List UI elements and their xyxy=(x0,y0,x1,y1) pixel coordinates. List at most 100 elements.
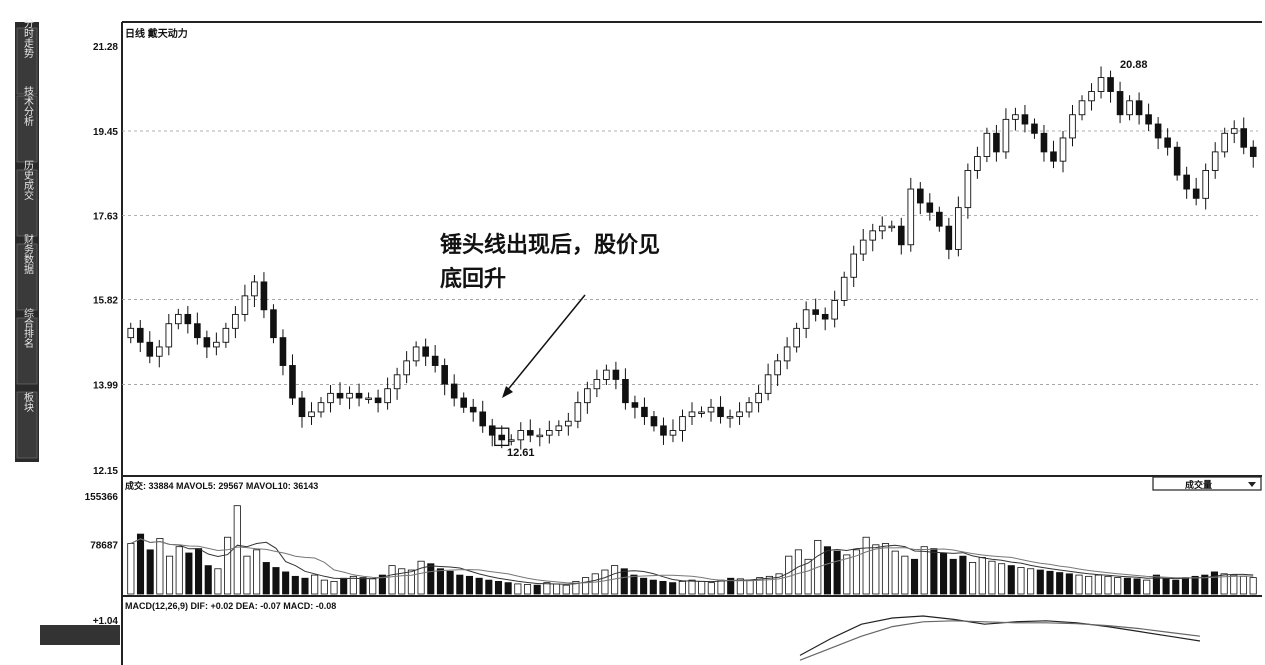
candlestick-series xyxy=(128,66,1256,449)
candle-body-up xyxy=(518,431,524,440)
candle-body-down xyxy=(917,189,923,203)
volume-bar xyxy=(447,571,453,594)
candle-body-up xyxy=(851,254,857,277)
volume-bar xyxy=(437,569,443,594)
candle-body-up xyxy=(756,393,762,402)
candle xyxy=(1184,167,1190,199)
candle xyxy=(318,397,324,417)
candle xyxy=(946,218,952,259)
candle xyxy=(994,125,1000,162)
candle xyxy=(1089,83,1095,110)
candle-body-up xyxy=(860,240,866,254)
volume-bar xyxy=(795,550,801,594)
volume-bar xyxy=(263,562,269,594)
volume-bar xyxy=(1047,571,1053,594)
volume-bar xyxy=(166,556,172,594)
candle-body-up xyxy=(1070,115,1076,138)
candle xyxy=(223,323,229,348)
candle-body-up xyxy=(775,361,781,375)
candle-body-down xyxy=(461,398,467,407)
candle xyxy=(1231,120,1237,143)
candle xyxy=(727,410,733,428)
candle-body-down xyxy=(480,412,486,426)
volume-bar xyxy=(998,564,1004,594)
candle-body-up xyxy=(328,393,334,402)
candle-body-up xyxy=(1060,138,1066,161)
candle xyxy=(822,307,828,330)
candle xyxy=(689,402,695,425)
sidebar-tab-label: 板块 xyxy=(22,391,34,413)
candle-body-up xyxy=(175,314,181,323)
candle-body-up xyxy=(394,375,400,389)
volume-bar xyxy=(960,556,966,594)
volume-bar xyxy=(321,580,327,594)
volume-bar xyxy=(631,575,637,594)
price-tick-label: 13.99 xyxy=(93,381,118,392)
candle xyxy=(680,410,686,442)
candle-body-down xyxy=(1136,101,1142,115)
candle xyxy=(242,285,248,322)
candle xyxy=(984,128,990,162)
volume-bar xyxy=(524,585,530,594)
volume-panel-title: 成交: 33884 MAVOL5: 29567 MAVOL10: 36143 xyxy=(125,480,318,491)
candle xyxy=(860,229,866,261)
volume-selector[interactable]: 成交量 xyxy=(1153,477,1261,490)
candle xyxy=(718,396,724,423)
candle xyxy=(1250,140,1256,167)
volume-bar xyxy=(370,579,376,594)
volume-bar xyxy=(1240,576,1246,594)
volume-tick-label: 78687 xyxy=(90,540,118,551)
volume-bar xyxy=(1182,578,1188,594)
volume-bar xyxy=(882,544,888,594)
volume-bar xyxy=(1115,578,1121,594)
candle-body-down xyxy=(137,328,143,342)
candle xyxy=(166,314,172,355)
candle xyxy=(879,216,885,239)
sidebar-tab[interactable]: 板块 xyxy=(17,391,37,458)
candle-body-up xyxy=(309,412,315,417)
candle-body-up xyxy=(689,412,695,417)
sidebar-tab[interactable]: 财务数据 xyxy=(17,233,37,310)
volume-bar xyxy=(1134,579,1140,594)
candle xyxy=(765,364,771,401)
sidebar-tab-label: 综合排名 xyxy=(22,307,34,349)
price-tick-label: 19.45 xyxy=(93,127,118,138)
volume-bar xyxy=(273,568,279,594)
candle xyxy=(898,218,904,255)
candle xyxy=(604,365,610,385)
volume-bar xyxy=(747,580,753,594)
candle-body-down xyxy=(651,417,657,426)
sidebar-tab[interactable]: 历史成交 xyxy=(17,160,37,236)
volume-bar xyxy=(863,537,869,594)
candle-body-down xyxy=(718,407,724,416)
volume-bar xyxy=(940,553,946,594)
candle xyxy=(1146,104,1152,131)
sidebar-tab[interactable]: 技术分析 xyxy=(17,85,37,162)
candle xyxy=(565,413,571,436)
candle-body-down xyxy=(1117,92,1123,115)
candle xyxy=(651,411,657,431)
candle-body-up xyxy=(1013,115,1019,120)
candle xyxy=(632,396,638,419)
macd-dea-line xyxy=(800,621,1200,660)
volume-bar xyxy=(969,562,975,594)
candle-body-down xyxy=(194,324,200,338)
candle xyxy=(375,390,381,413)
candle-body-down xyxy=(185,314,191,323)
volume-bar xyxy=(215,569,221,594)
candle xyxy=(1022,105,1028,132)
volume-bar xyxy=(979,557,985,594)
candle xyxy=(613,362,619,389)
mavol10-line xyxy=(131,539,1253,583)
candle xyxy=(356,384,362,407)
candle xyxy=(1136,92,1142,124)
candle-body-down xyxy=(1032,124,1038,133)
candle xyxy=(290,354,296,405)
candle xyxy=(851,246,857,287)
volume-bar xyxy=(312,575,318,594)
sidebar-tab[interactable]: 综合排名 xyxy=(17,307,37,384)
candle xyxy=(546,421,552,444)
candle-body-down xyxy=(299,398,305,417)
sidebar-tab[interactable]: 分时走势 xyxy=(17,18,37,94)
